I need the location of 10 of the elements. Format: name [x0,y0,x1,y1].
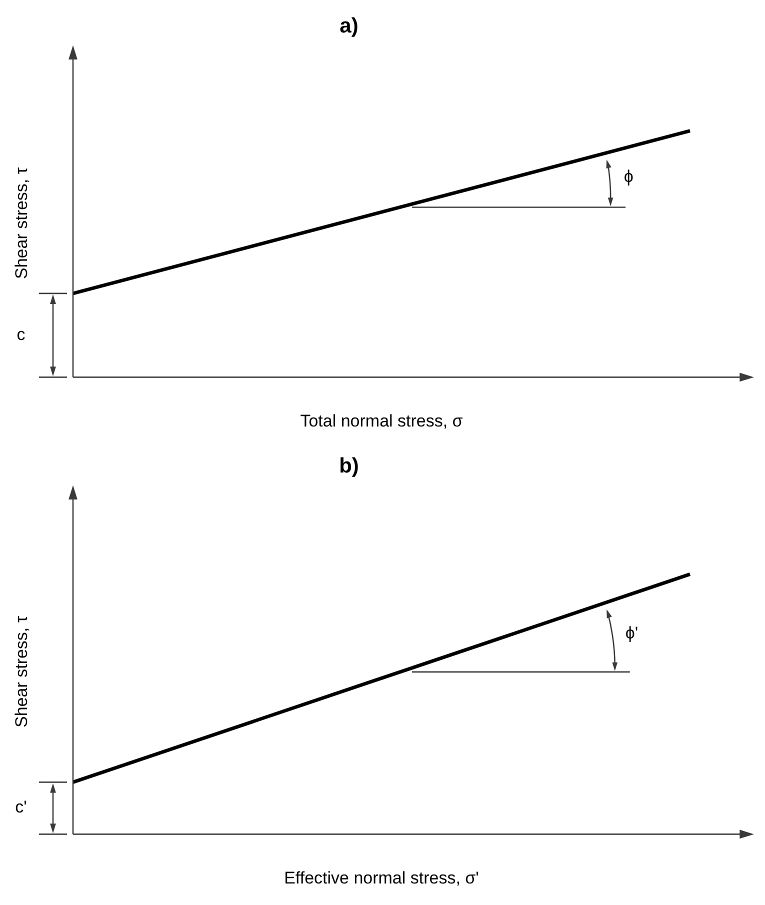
y-axis-title: Shear stress, τ [12,167,31,279]
chart-title: b) [339,454,359,478]
y-axis-title: Shear stress, τ [12,616,31,728]
annotation: ϕ [624,167,634,186]
annotation: ϕ' [625,623,638,642]
x-axis-title: Effective normal stress, σ' [284,868,479,888]
annotation: c [16,324,26,344]
chart-title: a) [340,14,358,38]
x-axis-title: Total normal stress, σ [300,411,464,430]
annotation: c' [15,798,27,817]
